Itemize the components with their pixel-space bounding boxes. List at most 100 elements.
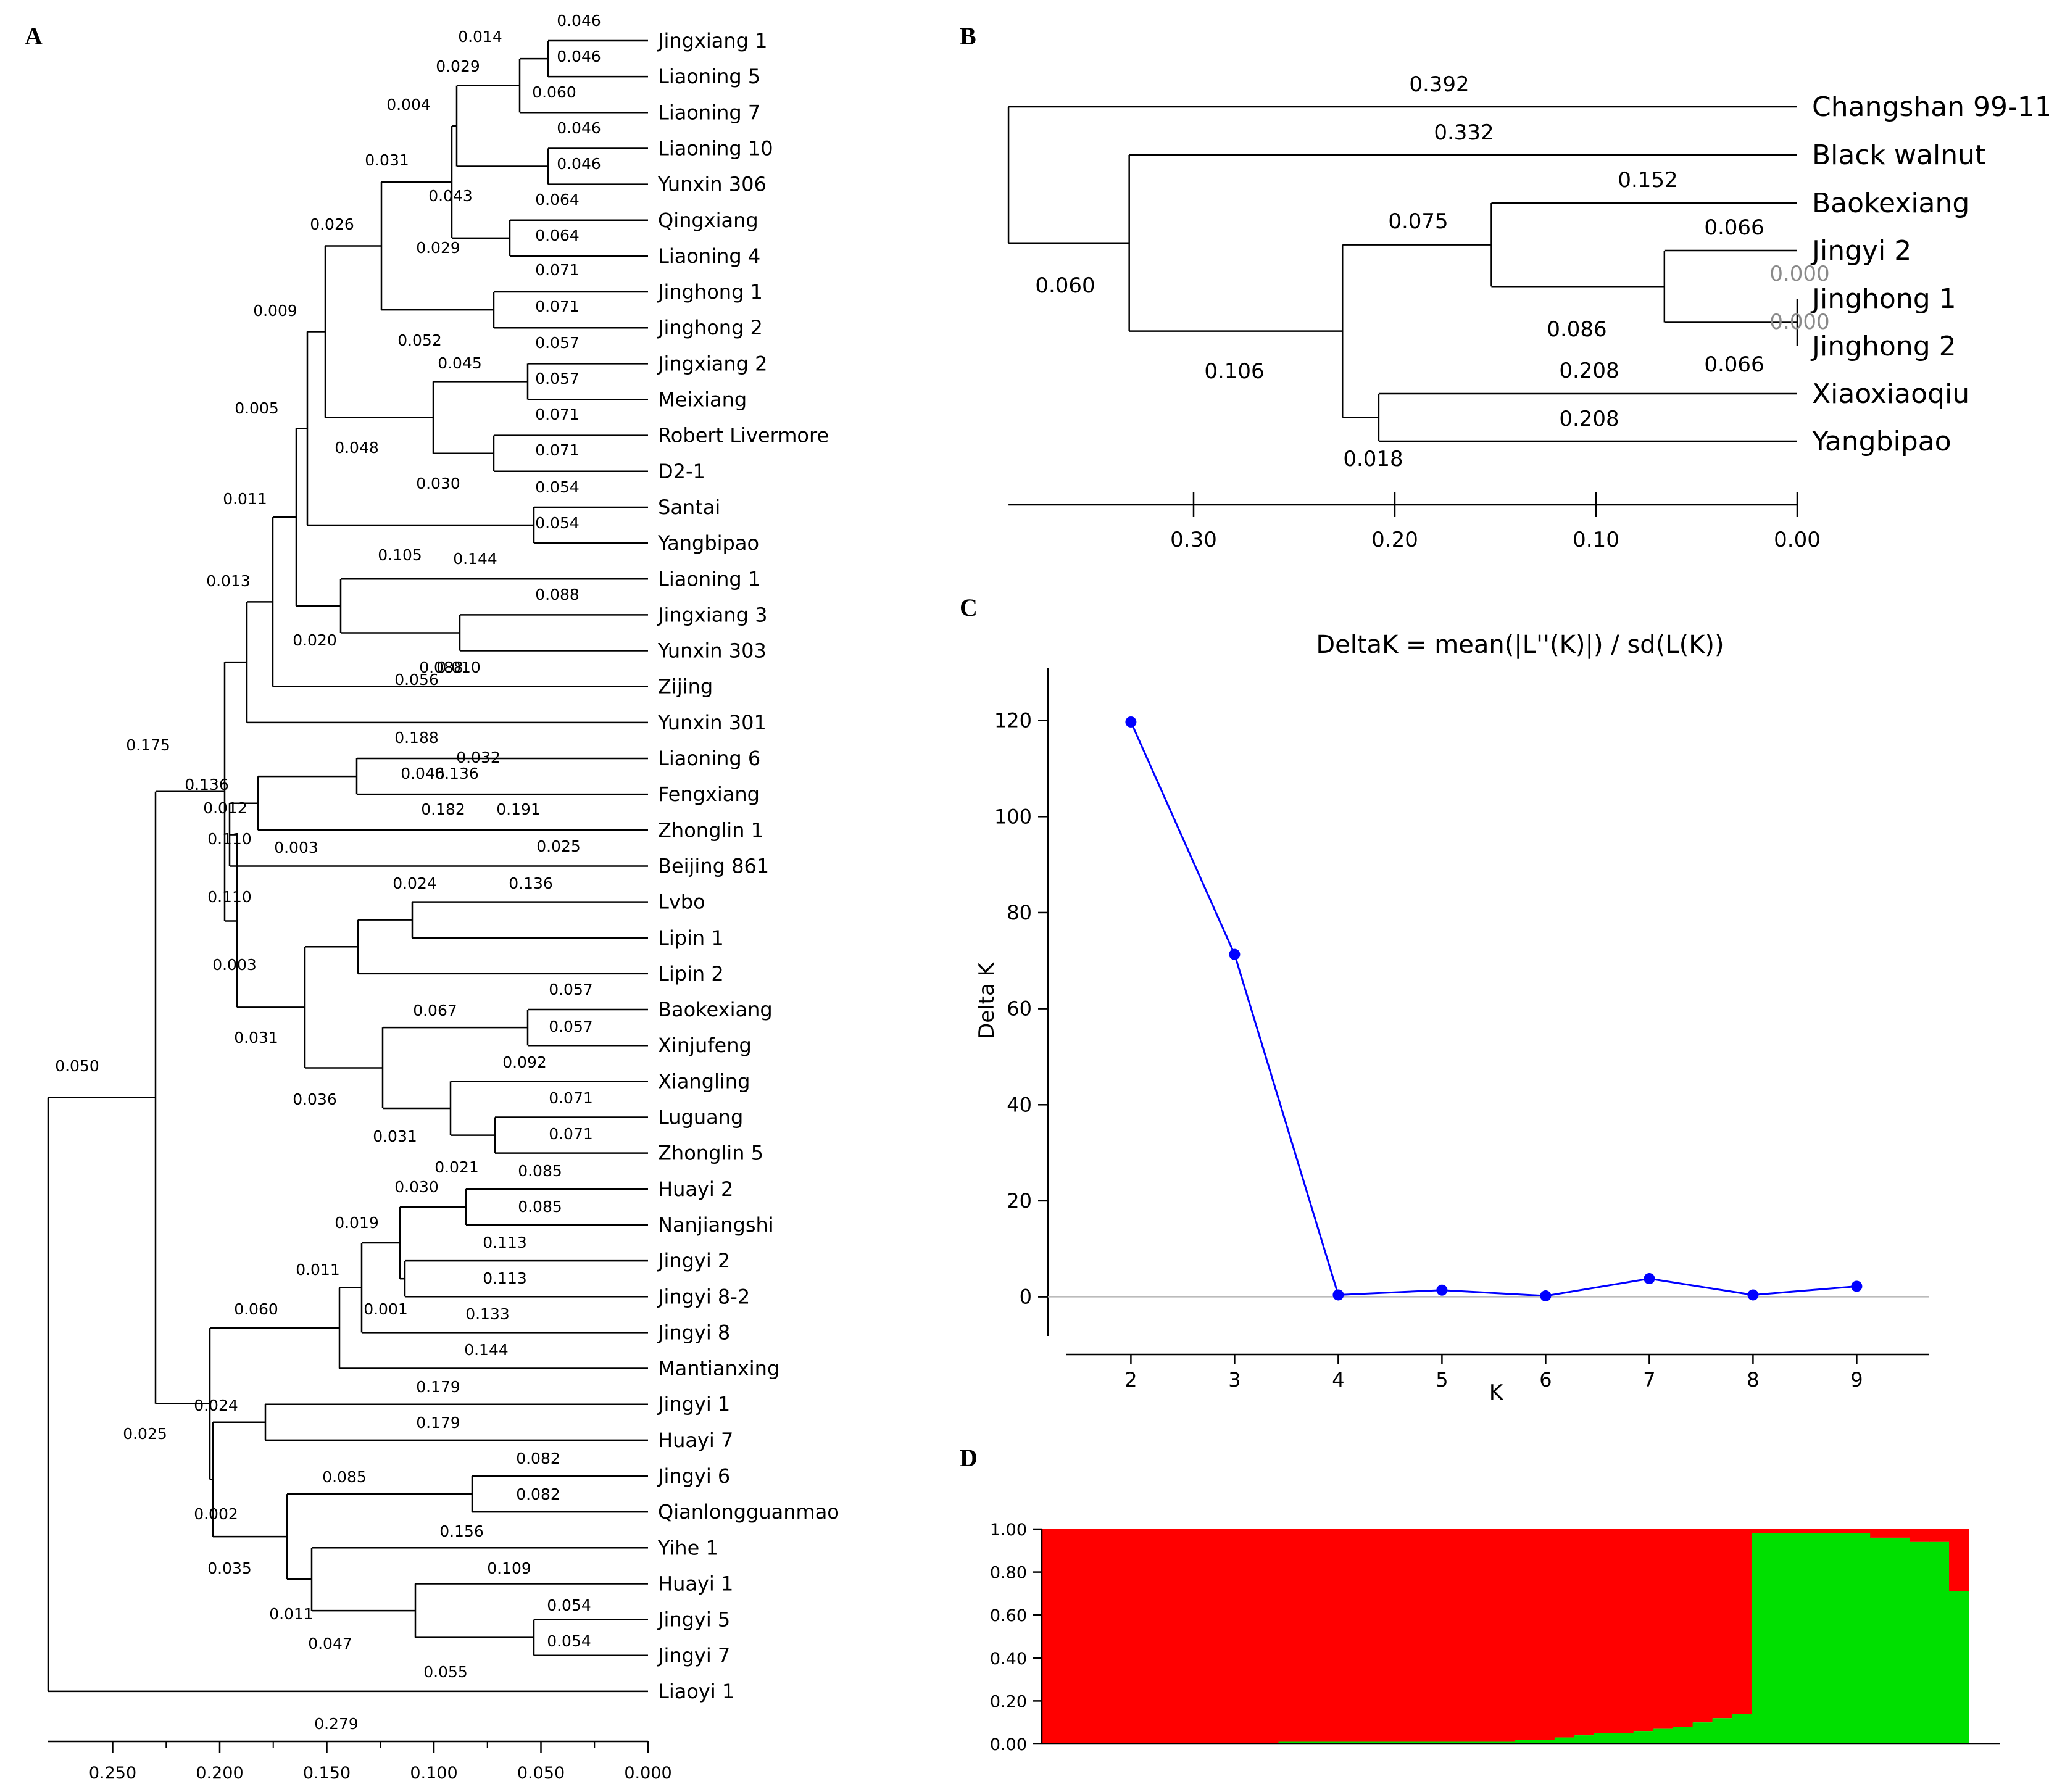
leaf-label: Huayi 1 [658,1572,733,1595]
branch-length-label: 0.011 [269,1605,314,1623]
individual-bar-cluster-2 [1653,1728,1674,1744]
branch-length-label: 0.133 [465,1305,510,1323]
leaf-label: Yunxin 303 [657,639,767,663]
panel-d-axis: 1.00 0.80 0.60 0.40 0.20 0.00 [990,1520,2000,1754]
leaf-label: Yangbipao [657,531,759,555]
panel-a-leaf-labels: Jingxiang 1 Liaoning 5 Liaoning 7 Liaoning … [657,29,839,1703]
branch-length-label: 0.088 [535,586,580,604]
individual-bar-cluster-2 [1850,1533,1871,1744]
individual-bar-cluster-2 [1811,1533,1832,1744]
y-tick-label: 1.00 [990,1520,1027,1540]
leaf-label: Lvbo [658,890,705,914]
leaf-label: Beijing 861 [658,854,769,877]
panel-b-branch-lengths: 0.392 0.332 0.152 0.075 0.066 0.060 0.000 0.086… [1035,72,1829,471]
branch-length-label: 0.046 [557,119,601,137]
individual-bar-cluster-1 [1120,1529,1141,1744]
panel-b-letter: B [960,22,976,50]
leaf-label: Zhonglin 1 [658,818,763,842]
leaf-label: Mantianxing [658,1357,779,1380]
individual-bar-cluster-1 [1929,1529,1950,1542]
x-tick-label: 3 [1228,1368,1241,1392]
branch-length-label: 0.144 [464,1341,509,1359]
individual-bar-cluster-2 [1732,1714,1753,1744]
branch-length-label: 0.071 [535,261,580,279]
branch-length-label: 0.136 [509,874,553,892]
branch-length-label: 0.020 [293,631,337,649]
branch-length-label: 0.032 [456,749,501,766]
leaf-label: Jingyi 5 [657,1608,730,1632]
panel-c-plot [1125,716,1863,1302]
leaf-label: Liaoning 5 [658,65,760,88]
individual-bar-cluster-1 [1791,1529,1812,1533]
branch-length-label: 0.056 [394,671,439,689]
panel-d-bars [1042,1529,1969,1744]
panel-b-leaf-labels: Changshan 99-11 Black walnut Baokexiang Jin… [1810,91,2049,457]
branch-length-label: 0.088 [419,658,463,676]
branch-length-label: 0.036 [293,1090,337,1108]
individual-bar-cluster-1 [1613,1529,1634,1733]
leaf-label: Lipin 1 [658,926,724,950]
y-tick-label: 0.00 [990,1735,1027,1754]
y-tick-label: 0.40 [990,1649,1027,1669]
deltak-point [1851,1280,1863,1292]
individual-bar-cluster-2 [1949,1591,1969,1744]
leaf-label: Jinghong 1 [657,280,763,304]
leaf-label: D2-1 [658,460,705,483]
panel-b-scale-axis: 0.30 0.20 0.10 0.00 [1008,492,1821,552]
leaf-label: Yangbipao [1811,426,1951,457]
leaf-label: Lipin 2 [658,962,724,985]
branch-length-label: 0.005 [235,399,279,417]
leaf-label: Liaoning 1 [658,567,760,591]
branch-length-label: 0.175 [126,736,170,754]
branch-length-label: 0.046 [401,765,445,782]
individual-bar-cluster-2 [1397,1741,1417,1744]
branch-length-label: 0.071 [549,1125,593,1143]
individual-bar-cluster-1 [1633,1529,1654,1732]
branch-length-label: 0.030 [394,1178,439,1196]
individual-bar-cluster-2 [1298,1741,1319,1744]
branch-length-label: 0.031 [373,1127,417,1145]
individual-bar-cluster-1 [1318,1529,1339,1742]
individual-bar-cluster-2 [1456,1741,1476,1744]
branch-length-label: 0.071 [535,405,580,423]
x-tick-label: 5 [1436,1368,1448,1392]
branch-length-label: 0.050 [55,1057,99,1075]
panel-a-letter: A [25,22,43,50]
leaf-label: Qingxiang [658,209,759,232]
axis-tick-label: 0.10 [1573,528,1619,552]
individual-bar-cluster-1 [1732,1529,1753,1714]
branch-length-label: 0.064 [535,191,580,209]
individual-bar-cluster-2 [1752,1533,1773,1744]
individual-bar-cluster-1 [1337,1529,1358,1742]
branch-length-label: 0.110 [207,830,252,848]
leaf-label: Robert Livermore [658,424,829,447]
leaf-label: Jinghong 2 [657,316,763,339]
leaf-label: Baokexiang [658,998,773,1021]
individual-bar-cluster-2 [1337,1741,1358,1744]
y-tick-label: 100 [994,805,1032,828]
leaf-label: Yihe 1 [657,1536,718,1559]
branch-length-label: 0.009 [253,302,297,320]
branch-length-label: 0.392 [1409,72,1469,97]
branch-length-label: 0.208 [1559,407,1619,431]
deltak-point [1332,1289,1344,1301]
individual-bar-cluster-1 [1100,1529,1121,1744]
branch-length-label: 0.047 [308,1635,352,1653]
individual-bar-cluster-1 [1811,1529,1832,1533]
branch-length-label: 0.025 [123,1425,167,1443]
branch-length-label: 0.060 [532,83,576,101]
individual-bar-cluster-1 [1199,1529,1220,1744]
leaf-label: Changshan 99-11 [1812,91,2049,123]
leaf-label: Huayi 2 [658,1177,733,1201]
individual-bar-cluster-2 [1534,1740,1555,1744]
branch-length-label: 0.004 [386,96,431,114]
leaf-label: Jinghong 1 [1810,283,1956,315]
leaf-label: Jingyi 8-2 [657,1285,750,1308]
x-tick-label: 6 [1539,1368,1552,1392]
individual-bar-cluster-1 [1061,1529,1082,1744]
branch-length-label: 0.029 [416,239,460,257]
y-tick-label: 20 [1007,1189,1032,1213]
branch-length-label: 0.067 [413,1002,457,1019]
leaf-label: Liaoning 6 [658,747,760,770]
leaf-label: Liaoning 10 [658,136,773,160]
